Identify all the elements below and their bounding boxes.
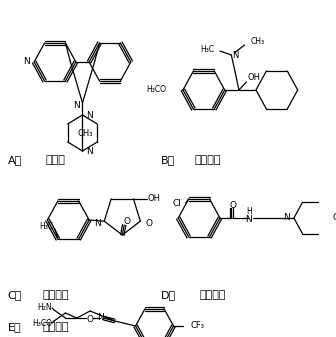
Text: 托洛沙酮: 托洛沙酮 bbox=[43, 290, 69, 300]
Text: O: O bbox=[87, 314, 93, 324]
Text: N: N bbox=[97, 313, 104, 323]
Text: OH: OH bbox=[148, 194, 161, 203]
Text: CH₃: CH₃ bbox=[250, 36, 264, 45]
Text: CF₃: CF₃ bbox=[191, 321, 205, 331]
Text: O: O bbox=[230, 201, 237, 210]
Text: N: N bbox=[94, 219, 101, 228]
Text: N: N bbox=[232, 52, 238, 61]
Text: N: N bbox=[74, 100, 80, 110]
Text: H₃CO: H₃CO bbox=[146, 86, 166, 94]
Text: 吗氯贝胺: 吗氯贝胺 bbox=[199, 290, 225, 300]
Text: OH: OH bbox=[248, 73, 261, 83]
Text: CH₃: CH₃ bbox=[78, 128, 93, 137]
Text: H₃CO: H₃CO bbox=[32, 318, 52, 328]
Text: N: N bbox=[86, 111, 92, 120]
Text: H₂N: H₂N bbox=[38, 304, 52, 312]
Text: B．: B． bbox=[161, 155, 175, 165]
Text: Cl: Cl bbox=[172, 200, 181, 209]
Text: H₃C: H₃C bbox=[39, 221, 53, 231]
Text: D．: D． bbox=[161, 290, 176, 300]
Text: A．: A． bbox=[8, 155, 22, 165]
Text: N: N bbox=[283, 214, 290, 222]
Text: N: N bbox=[245, 214, 252, 223]
Text: O: O bbox=[124, 217, 131, 226]
Text: E．: E． bbox=[8, 322, 21, 332]
Text: 氟伏沙明: 氟伏沙明 bbox=[43, 322, 69, 332]
Text: O: O bbox=[145, 219, 152, 228]
Text: N: N bbox=[23, 58, 30, 66]
Text: 文拉法辛: 文拉法辛 bbox=[194, 155, 221, 165]
Text: C．: C． bbox=[8, 290, 22, 300]
Text: 米氮平: 米氮平 bbox=[45, 155, 66, 165]
Text: N: N bbox=[86, 147, 92, 155]
Text: H₃C: H₃C bbox=[200, 45, 214, 55]
Text: O: O bbox=[332, 214, 336, 222]
Text: H: H bbox=[247, 207, 252, 215]
